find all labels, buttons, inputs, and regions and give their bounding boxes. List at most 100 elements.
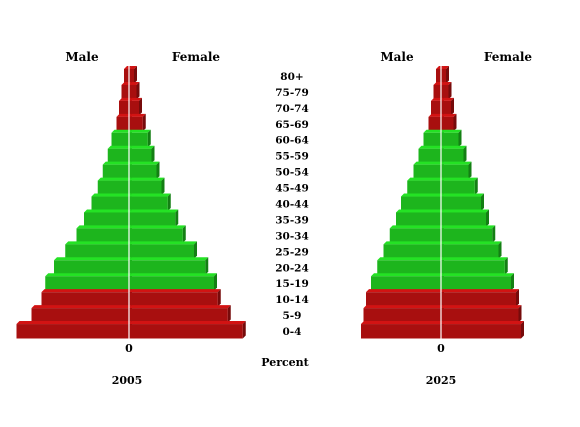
bar-female-2025-0-4 [441,321,524,339]
bar-female-2025-25-29-front [441,244,499,259]
bar-male-2005-75-79-front [121,84,129,100]
bar-female-2025-5-9-top [441,305,522,309]
bar-female-2005-55-59-side [151,145,155,164]
bar-female-2005-20-24-front [129,260,206,275]
male-label-2005: Male [65,50,99,64]
bar-female-2005-45-49 [129,177,165,196]
bar-female-2005-60-64-side [147,129,151,148]
bar-male-2025-80+-top [436,66,444,69]
bar-male-2005-55-59-front [107,148,129,164]
bar-male-2025-30-34-top [389,225,444,229]
bar-female-2005-10-14-side [217,289,221,307]
bar-male-2005-45-49-front [97,180,129,196]
bar-female-2025-5-9-side [518,305,522,323]
age-label-55-59: 55-59 [275,151,309,163]
bar-female-2025-60-64-top [441,129,462,133]
bar-female-2005-70-74-front [129,100,139,116]
bar-male-2005-5-9-front [31,308,129,323]
bar-female-2025-75-79 [441,81,452,100]
bar-female-2005-55-59 [129,145,155,164]
bar-male-2005-10-14-front [41,292,129,307]
bar-male-2025-40-44 [401,193,444,211]
bar-male-2005-25-29 [65,241,132,259]
bar-male-2025-10-14-top [366,289,444,293]
bar-female-2005-75-79-side [136,81,140,100]
bar-male-2025-70-74-front [431,100,441,116]
age-label-0-4: 0-4 [283,326,302,338]
bar-female-2025-20-24-front [441,260,505,275]
bar-male-2025-55-59-front [418,148,441,164]
bar-female-2005-5-9-side [227,305,231,323]
bar-female-2025-0-4-front [441,324,521,339]
bar-female-2005-40-44-front [129,196,168,211]
bar-female-2025-5-9 [441,305,522,323]
bar-female-2025-15-19-front [441,276,511,291]
bar-female-2005-25-29-front [129,244,194,259]
bar-female-2025-80+-top [441,66,449,69]
zero-tick-label-2025: 0 [437,342,445,355]
bar-female-2005-0-4-top [129,321,246,325]
bar-female-2005-45-49-side [161,177,165,196]
bar-male-2005-60-64-top [111,129,132,133]
bar-male-2025-55-59-top [418,145,444,149]
bar-female-2025-40-44-front [441,196,481,211]
bar-female-2005-30-34-top [129,225,186,229]
bar-female-2005-55-59-top [129,145,155,149]
bar-male-2025-15-19-top [371,273,444,277]
bar-female-2025-35-39-front [441,212,486,227]
bar-male-2005-15-19-top [45,273,132,277]
year-label-2005: 2005 [112,374,143,387]
bar-male-2025-80+-front [436,69,441,84]
bar-female-2025-20-24-side [504,257,508,275]
bar-female-2005-20-24 [129,257,209,275]
bar-male-2005-65-69-top [116,113,132,117]
bar-male-2025-75-79-front [433,84,441,100]
bar-female-2005-0-4-side [242,321,246,339]
bar-male-2025-65-69-front [428,116,441,132]
bar-female-2025-65-69-front [441,116,454,132]
bar-female-2025-65-69-top [441,113,457,117]
bar-male-2005-5-9-top [31,305,132,309]
bar-female-2005-30-34-front [129,228,183,243]
bar-male-2005-40-44 [91,193,132,211]
bar-female-2005-80+ [129,66,137,84]
bar-male-2025-50-54-top [413,161,444,165]
bar-female-2025-70-74-side [451,97,454,116]
bar-female-2025-0-4-side [521,321,524,339]
bar-female-2025-50-54 [441,161,472,180]
bar-male-2005-35-39 [84,209,132,227]
bar-male-2005-55-59 [107,145,132,164]
year-label-2025: 2025 [426,374,457,387]
bar-female-2025-30-34 [441,225,496,243]
bar-female-2005-65-69-front [129,116,143,132]
bar-male-2025-40-44-top [401,193,444,197]
bar-female-2025-10-14 [441,289,519,307]
bar-male-2005-55-59-top [107,145,132,149]
bar-female-2025-40-44-top [441,193,484,197]
bar-female-2025-35-39 [441,209,489,227]
bar-female-2005-50-54-top [129,161,160,165]
age-label-25-29: 25-29 [275,246,309,258]
bar-female-2005-40-44-side [167,193,171,211]
bar-male-2025-25-29 [383,241,444,259]
bar-female-2005-25-29 [129,241,197,259]
bar-female-2025-60-64-side [458,129,462,148]
bar-female-2005-35-39 [129,209,179,227]
bar-male-2005-0-4-front [16,324,129,339]
bar-female-2025-10-14-side [516,289,519,307]
bar-female-2025-15-19-top [441,273,514,277]
bar-female-2005-70-74-side [139,97,142,116]
bar-female-2025-45-49-side [474,177,478,196]
female-label-2025: Female [484,50,533,64]
bar-male-2025-15-19-front [371,276,441,291]
bar-male-2025-30-34 [389,225,444,243]
bar-female-2025-50-54-front [441,164,469,180]
bar-female-2005-20-24-top [129,257,209,261]
bar-female-2005-65-69-top [129,113,146,117]
bar-male-2025-5-9-front [363,308,441,323]
bar-female-2005-35-39-front [129,212,176,227]
bar-female-2025-30-34-top [441,225,496,229]
bar-female-2005-5-9-top [129,305,231,309]
bar-male-2005-15-19 [45,273,132,291]
bar-male-2005-80+-front [124,69,129,84]
